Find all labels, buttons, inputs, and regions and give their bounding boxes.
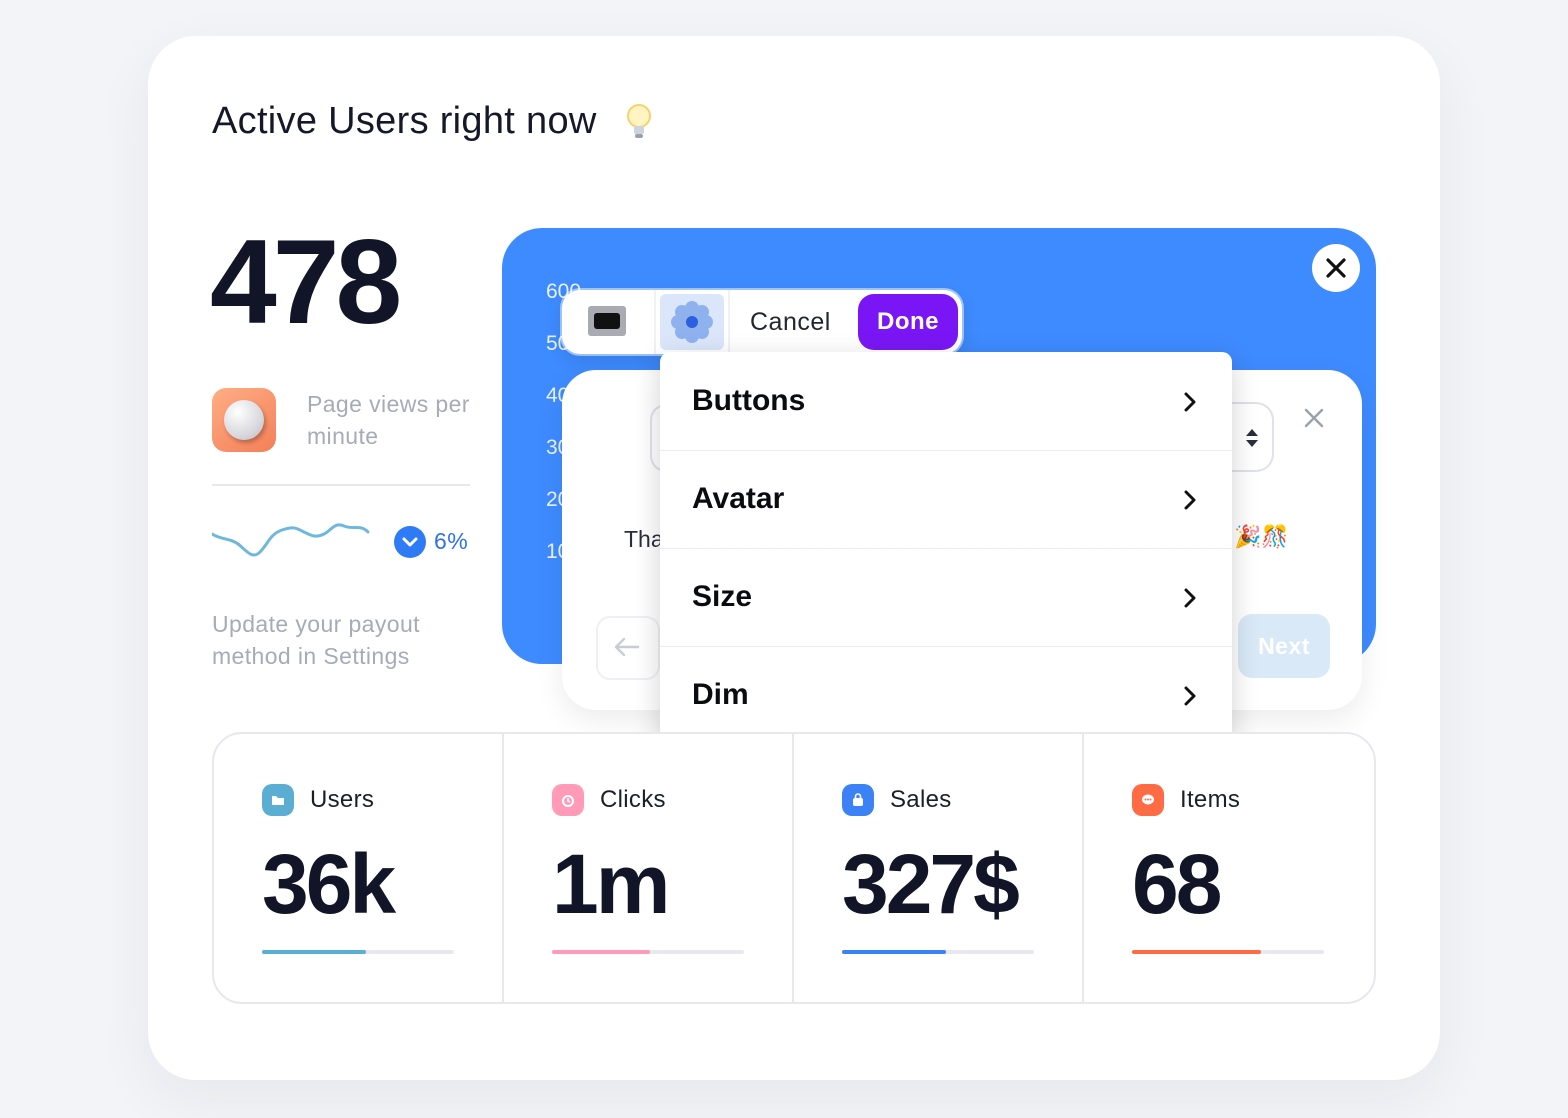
settings-tool-button[interactable] <box>660 294 724 350</box>
gear-icon <box>671 301 713 343</box>
editor-toolbar: Cancel Done <box>562 290 962 354</box>
divider <box>212 484 470 486</box>
next-button[interactable]: Next <box>1238 614 1330 678</box>
bag-icon <box>842 784 874 816</box>
stat-value-users: 36k <box>262 837 396 931</box>
stepper-arrows-icon <box>1246 429 1258 447</box>
stat-label-users: Users <box>310 786 375 813</box>
menu-item-label: Buttons <box>692 384 806 417</box>
chevron-right-icon <box>1184 588 1196 608</box>
chevron-right-icon <box>1184 392 1196 412</box>
stat-label-sales: Sales <box>890 786 952 813</box>
stat-label-items: Items <box>1180 786 1241 813</box>
knob-icon <box>212 388 276 452</box>
stats-grid: Users 36k Clicks 1m Sales 327$ Items 68 <box>212 732 1376 1004</box>
rectangle-tool-button[interactable] <box>586 304 628 338</box>
stat-value-items: 68 <box>1132 837 1222 931</box>
stat-progress-sales <box>842 950 1034 954</box>
payout-note: Update your payout method in Settings <box>212 611 420 669</box>
settings-menu: Buttons Avatar Size Dim <box>660 352 1232 744</box>
tour-text: Tha <box>624 526 664 552</box>
chevron-right-icon <box>1184 490 1196 510</box>
stat-value-sales: 327$ <box>842 837 1020 931</box>
menu-item-label: Avatar <box>692 482 785 515</box>
done-button[interactable]: Done <box>858 294 958 350</box>
sparkline-chart <box>212 523 370 557</box>
close-icon <box>1326 258 1346 278</box>
menu-item-avatar[interactable]: Avatar <box>660 450 1232 548</box>
change-percent: 6% <box>434 528 469 554</box>
menu-item-label: Size <box>692 580 753 613</box>
panel-close-button[interactable] <box>1312 244 1360 292</box>
chevron-right-icon <box>1184 686 1196 706</box>
chevron-down-icon <box>394 526 426 558</box>
alarm-icon <box>552 784 584 816</box>
page-views-label: Page views per minute <box>307 391 470 449</box>
stat-progress-items <box>1132 950 1324 954</box>
chat-icon <box>1132 784 1164 816</box>
stat-progress-clicks <box>552 950 744 954</box>
arrow-left-icon <box>614 637 640 657</box>
folder-icon <box>262 784 294 816</box>
lightbulb-icon <box>627 104 651 138</box>
active-users-count: 478 <box>210 215 402 349</box>
menu-item-label: Dim <box>692 678 749 711</box>
back-button[interactable] <box>596 616 660 680</box>
menu-item-dim[interactable]: Dim <box>660 646 1232 744</box>
menu-item-size[interactable]: Size <box>660 548 1232 646</box>
party-popper-icon: 🎉🎊 <box>1234 524 1289 549</box>
page-title: Active Users right now <box>212 100 597 142</box>
tour-close-icon[interactable] <box>1302 406 1326 430</box>
menu-item-buttons[interactable]: Buttons <box>660 352 1232 450</box>
stat-label-clicks: Clicks <box>600 786 666 813</box>
cancel-button[interactable]: Cancel <box>750 308 831 336</box>
stat-value-clicks: 1m <box>552 837 670 931</box>
stat-progress-users <box>262 950 454 954</box>
